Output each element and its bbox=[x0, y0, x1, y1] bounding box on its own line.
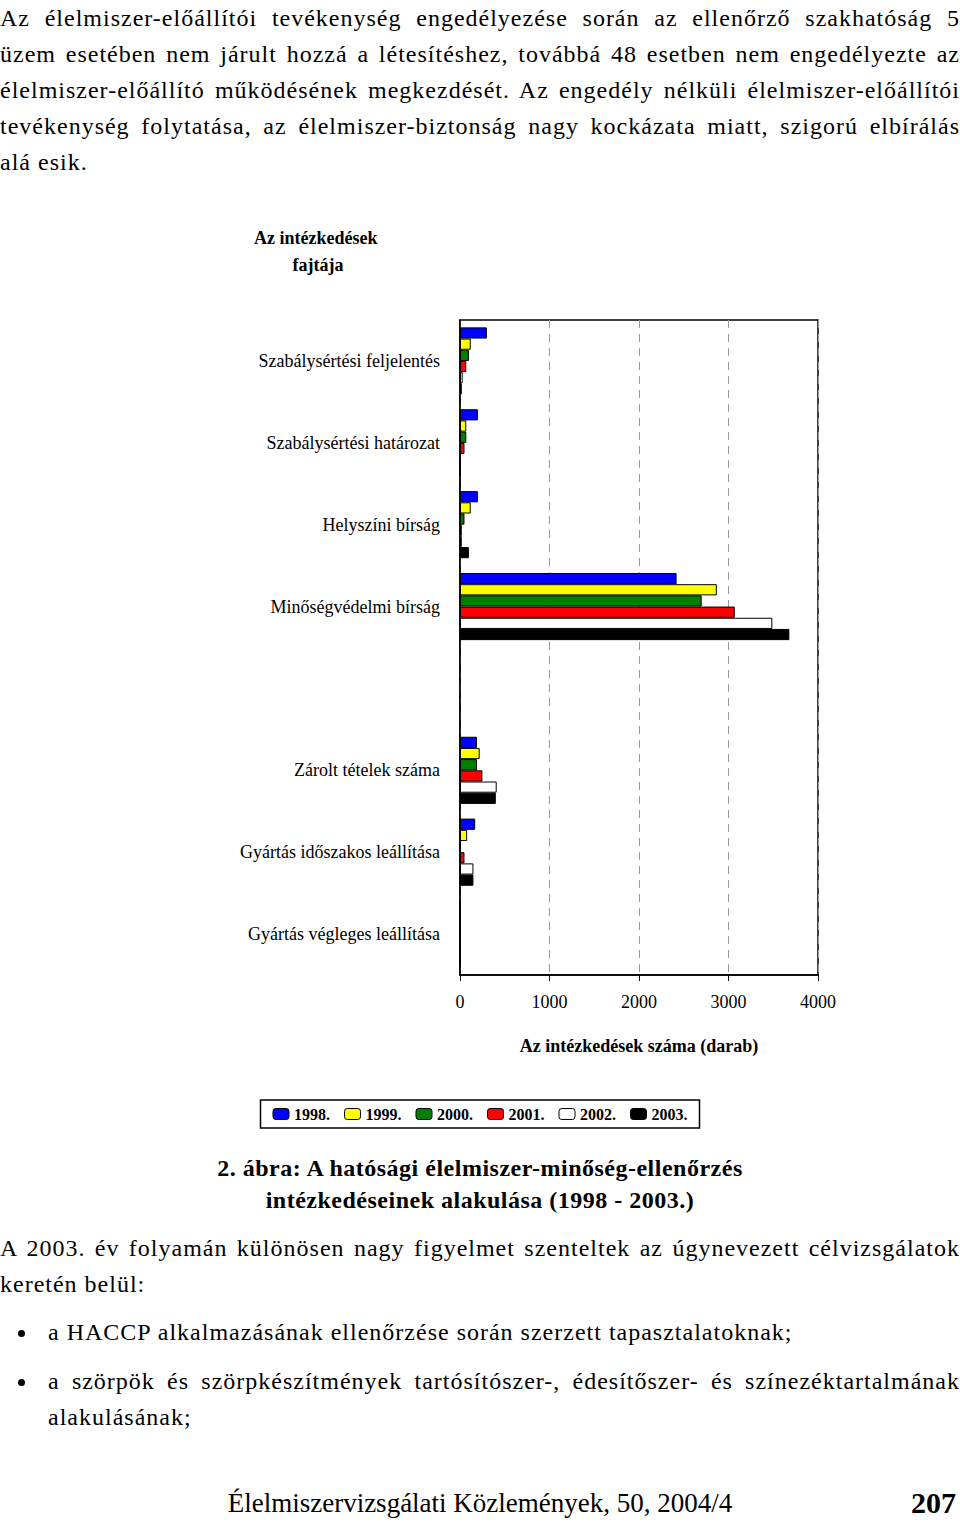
svg-text:Az intézkedések: Az intézkedések bbox=[254, 228, 382, 248]
html-text:2. ábra: A hatósági élelmiszer: 2. ábra: A hatósági élelmiszer-minőség-e… bbox=[217, 1155, 743, 1213]
svg-text:1998.: 1998. bbox=[294, 1106, 330, 1123]
svg-text:2002.: 2002. bbox=[580, 1106, 616, 1123]
svg-text:1000: 1000 bbox=[532, 992, 568, 1012]
html-text:Az élelmiszer-előállítói tevék: Az élelmiszer-előállítói tevékenység eng… bbox=[0, 5, 960, 175]
svg-text:2000.: 2000. bbox=[437, 1106, 473, 1123]
html-text:A 2003. év folyamán különösen: A 2003. év folyamán különösen nagy figye… bbox=[0, 1235, 960, 1297]
svg-text:Minőségvédelmi bírság: Minőségvédelmi bírság bbox=[271, 597, 440, 617]
html-text:a HACCP alkalmazásának ellenőr: a HACCP alkalmazásának ellenőrzése során… bbox=[48, 1319, 793, 1345]
svg-text:Gyártás időszakos leállítása: Gyártás időszakos leállítása bbox=[240, 842, 440, 862]
svg-text:fajtája: fajtája bbox=[293, 255, 344, 275]
svg-text:0: 0 bbox=[456, 992, 465, 1012]
html-text:207: 207 bbox=[911, 1486, 956, 1519]
svg-text:Gyártás végleges leállítása: Gyártás végleges leállítása bbox=[248, 924, 440, 944]
html-text:a szörpök és szörpkészítmények: a szörpök és szörpkészítmények tartósító… bbox=[48, 1368, 960, 1430]
svg-text:Szabálysértési határozat: Szabálysértési határozat bbox=[267, 433, 440, 453]
svg-text:Szabálysértési feljelentés: Szabálysértési feljelentés bbox=[259, 351, 440, 371]
svg-text:4000: 4000 bbox=[800, 992, 836, 1012]
svg-text:2003.: 2003. bbox=[652, 1106, 688, 1123]
svg-text:Az intézkedések száma (darab): Az intézkedések száma (darab) bbox=[520, 1036, 758, 1057]
html-text:Élelmiszervizsgálati Közlemény: Élelmiszervizsgálati Közlemények, 50, 20… bbox=[227, 1488, 733, 1518]
svg-text:2001.: 2001. bbox=[509, 1106, 545, 1123]
svg-text:3000: 3000 bbox=[711, 992, 747, 1012]
svg-text:2000: 2000 bbox=[621, 992, 657, 1012]
svg-text:Zárolt tételek száma: Zárolt tételek száma bbox=[294, 760, 440, 780]
svg-text:Helyszíni bírság: Helyszíni bírság bbox=[323, 515, 440, 535]
svg-text:1999.: 1999. bbox=[366, 1106, 402, 1123]
